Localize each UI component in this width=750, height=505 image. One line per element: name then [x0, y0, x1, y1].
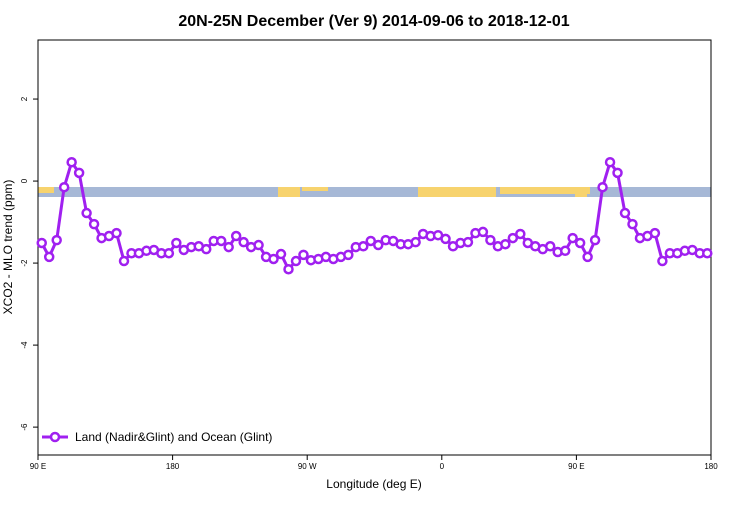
point — [559, 245, 571, 257]
y-tick-label: 0 — [20, 178, 29, 183]
point — [238, 236, 249, 248]
y-tick-label: -2 — [20, 259, 29, 267]
point — [58, 181, 70, 193]
point — [627, 218, 638, 230]
point — [43, 251, 55, 263]
point — [223, 241, 234, 253]
point — [619, 207, 631, 219]
legend-label: Land (Nadir&Glint) and Ocean (Glint) — [75, 430, 272, 444]
point — [36, 237, 47, 249]
point — [290, 255, 302, 267]
chart-title: 20N-25N December (Ver 9) 2014-09-06 to 2… — [178, 13, 569, 30]
y-tick-label: -6 — [20, 423, 29, 431]
point — [88, 218, 100, 230]
point — [215, 235, 227, 247]
point — [649, 227, 661, 239]
point — [51, 234, 62, 246]
point — [582, 251, 593, 263]
x-axis-label: Longitude (deg E) — [326, 477, 421, 491]
point — [589, 234, 601, 246]
y-tick-label: -4 — [20, 341, 29, 349]
point — [111, 227, 122, 239]
point — [343, 249, 354, 261]
point — [230, 230, 242, 242]
point — [574, 237, 586, 249]
point — [515, 228, 526, 240]
point — [440, 233, 451, 245]
point — [567, 232, 578, 244]
point — [485, 234, 496, 246]
point — [81, 207, 92, 219]
point — [365, 235, 377, 247]
point — [118, 255, 130, 267]
point — [410, 236, 421, 248]
legend-marker — [49, 431, 61, 443]
point — [612, 167, 623, 179]
x-tick-label: 90 W — [298, 462, 317, 471]
x-tick-label: 180 — [704, 462, 718, 471]
point — [268, 253, 279, 265]
x-tick-label: 0 — [440, 462, 445, 471]
point — [275, 248, 287, 260]
legend: Land (Nadir&Glint) and Ocean (Glint) — [42, 430, 272, 444]
point — [73, 167, 85, 179]
point — [604, 156, 616, 168]
point — [253, 239, 264, 251]
point — [163, 247, 175, 259]
point — [372, 239, 384, 251]
point — [298, 249, 309, 261]
point — [597, 181, 608, 193]
y-axis-label: XCO2 - MLO trend (ppm) — [1, 180, 15, 315]
point — [477, 226, 489, 238]
point — [201, 243, 212, 255]
point — [66, 156, 77, 168]
point — [507, 232, 519, 244]
x-tick-label: 90 E — [30, 462, 46, 471]
point — [544, 241, 556, 252]
point — [358, 241, 369, 252]
point — [657, 255, 668, 267]
point — [283, 263, 294, 275]
point — [500, 238, 511, 250]
x-tick-label: 180 — [166, 462, 180, 471]
point — [702, 247, 713, 259]
point — [462, 236, 474, 248]
land-ocean-strip — [38, 187, 711, 197]
point — [171, 237, 182, 249]
x-tick-label: 90 E — [568, 462, 584, 471]
plot-frame — [37, 39, 712, 456]
y-tick-label: 2 — [20, 96, 29, 101]
